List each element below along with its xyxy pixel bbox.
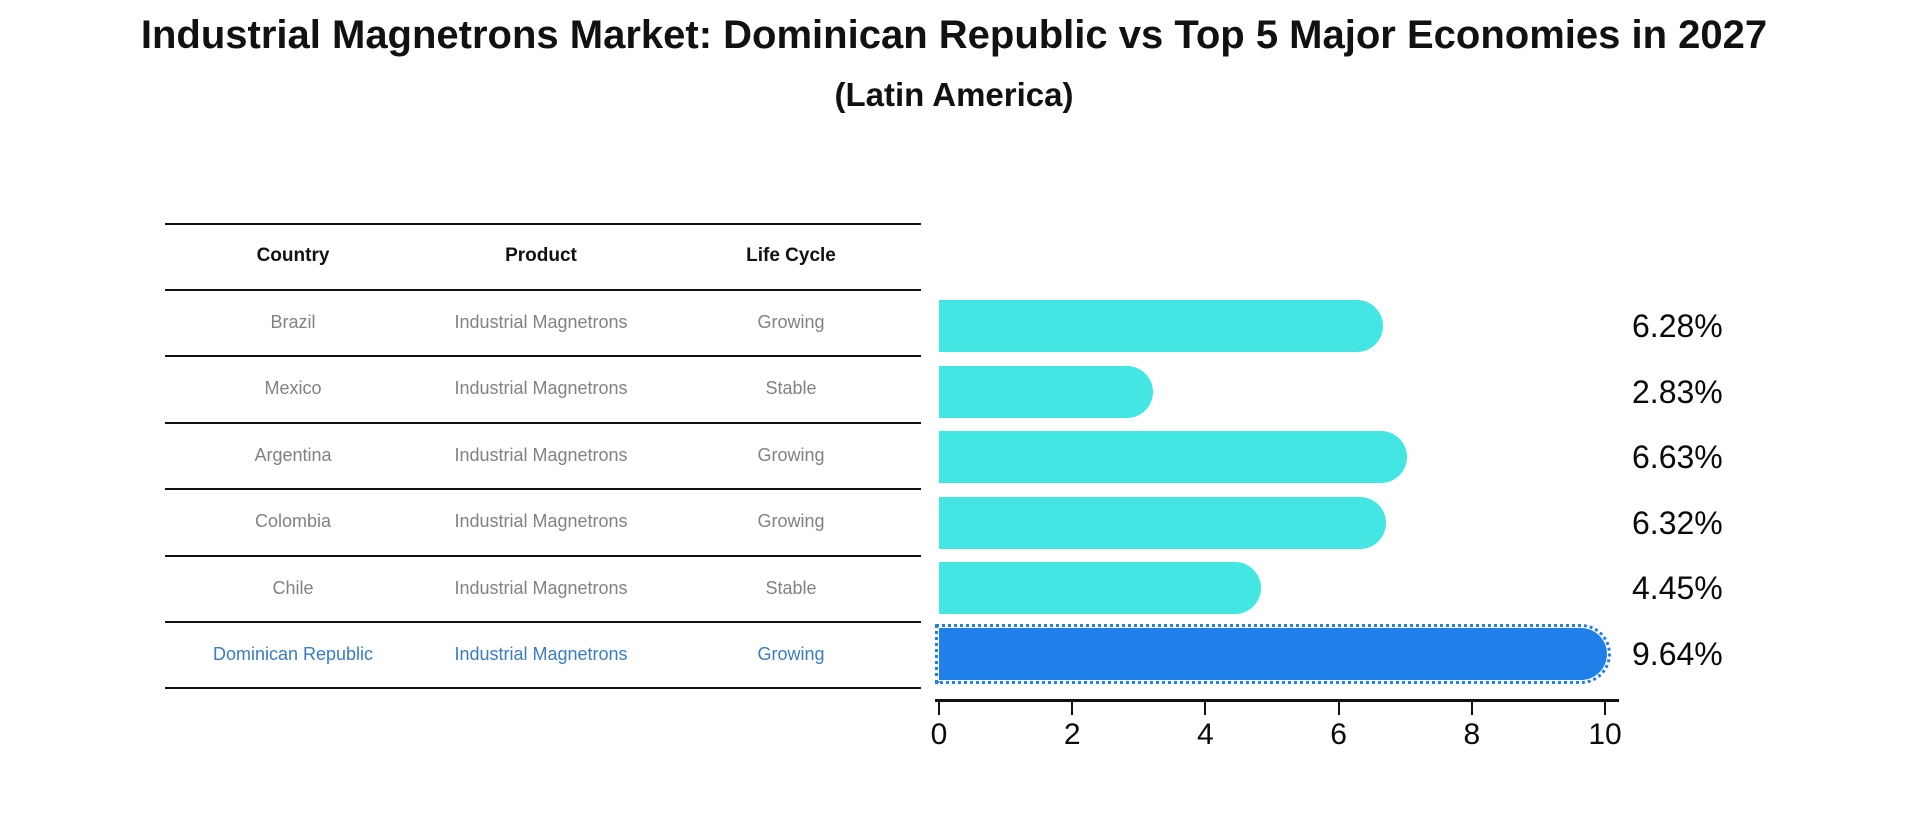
x-axis-tick	[1337, 702, 1340, 715]
country-cell: Dominican Republic	[212, 644, 374, 664]
table-row: Mexico Industrial Magnetrons Stable	[0, 355, 940, 421]
product-cell: Industrial Magnetrons	[454, 511, 628, 532]
table-row: Colombia Industrial Magnetrons Growing	[0, 488, 940, 554]
country-cell: Mexico	[264, 378, 322, 399]
lifecycle-cell: Growing	[757, 511, 825, 532]
lifecycle-cell: Growing	[757, 312, 825, 332]
product-cell: Industrial Magnetrons	[454, 444, 628, 465]
lifecycle-cell: Stable	[765, 378, 817, 399]
table-border-line	[165, 223, 921, 225]
bar-value-label: 9.64%	[1632, 636, 1723, 672]
product-column-header: Product	[505, 245, 577, 266]
x-axis-tick-label: 2	[1063, 718, 1081, 751]
x-axis-tick	[1071, 702, 1074, 715]
table-row: Dominican Republic Industrial Magnetrons G…	[0, 621, 940, 687]
x-axis-tick	[1604, 702, 1606, 715]
x-axis-tick-label: 4	[1197, 718, 1214, 751]
x-axis-tick	[938, 702, 940, 715]
x-axis-tick-label: 6	[1330, 718, 1347, 751]
bar-value-label: 6.28%	[1632, 308, 1723, 344]
x-axis-tick	[1470, 702, 1473, 715]
table-border-line	[165, 289, 921, 291]
table-header-row: Country Product Life Cycle	[0, 223, 940, 289]
product-cell: Industrial Magnetrons	[454, 644, 628, 664]
country-cell: Chile	[272, 577, 314, 598]
table-border-line	[165, 621, 921, 623]
market-share-bar	[939, 431, 1407, 484]
product-cell: Industrial Magnetrons	[454, 378, 628, 399]
lifecycle-cell: Growing	[757, 644, 825, 664]
country-cell: Argentina	[254, 444, 332, 465]
table-border-line	[165, 687, 921, 690]
country-cell: Brazil	[270, 312, 316, 332]
bar-value-label: 4.45%	[1632, 570, 1723, 607]
bar-value-label: 2.83%	[1632, 373, 1723, 410]
table-row: Argentina Industrial Magnetrons Growing	[0, 422, 940, 488]
table-row: Brazil Industrial Magnetrons Growing	[0, 289, 940, 355]
chart-subtitle: (Latin America)	[834, 76, 1074, 113]
lifecycle-cell: Growing	[757, 444, 825, 465]
x-axis-tick-label: 8	[1463, 718, 1481, 751]
market-share-bar	[939, 562, 1262, 615]
bar-value-label: 6.63%	[1632, 439, 1723, 476]
x-axis-line	[935, 699, 1619, 702]
table-border-line	[165, 421, 921, 424]
table-border-line	[165, 488, 921, 491]
country-column-header: Country	[256, 245, 330, 266]
product-cell: Industrial Magnetrons	[454, 577, 628, 598]
country-cell: Colombia	[254, 511, 332, 532]
table-border-line	[165, 554, 921, 557]
x-axis-tick	[1204, 702, 1207, 715]
lifecycle-cell: Stable	[765, 577, 817, 598]
x-axis-tick-label: 10	[1588, 718, 1622, 751]
market-share-bar	[934, 624, 1612, 684]
chart-title: Industrial Magnetrons Market: Dominican …	[140, 13, 1768, 57]
market-share-bar	[939, 496, 1386, 549]
market-share-bar	[939, 300, 1384, 352]
table-row: Chile Industrial Magnetrons Stable	[0, 555, 940, 621]
lifecycle-column-header: Life Cycle	[746, 245, 836, 266]
product-cell: Industrial Magnetrons	[454, 312, 628, 332]
market-share-bar	[939, 365, 1154, 418]
table-border-line	[165, 355, 921, 358]
x-axis-tick-label: 0	[930, 718, 948, 751]
bar-value-label: 6.32%	[1632, 504, 1723, 541]
